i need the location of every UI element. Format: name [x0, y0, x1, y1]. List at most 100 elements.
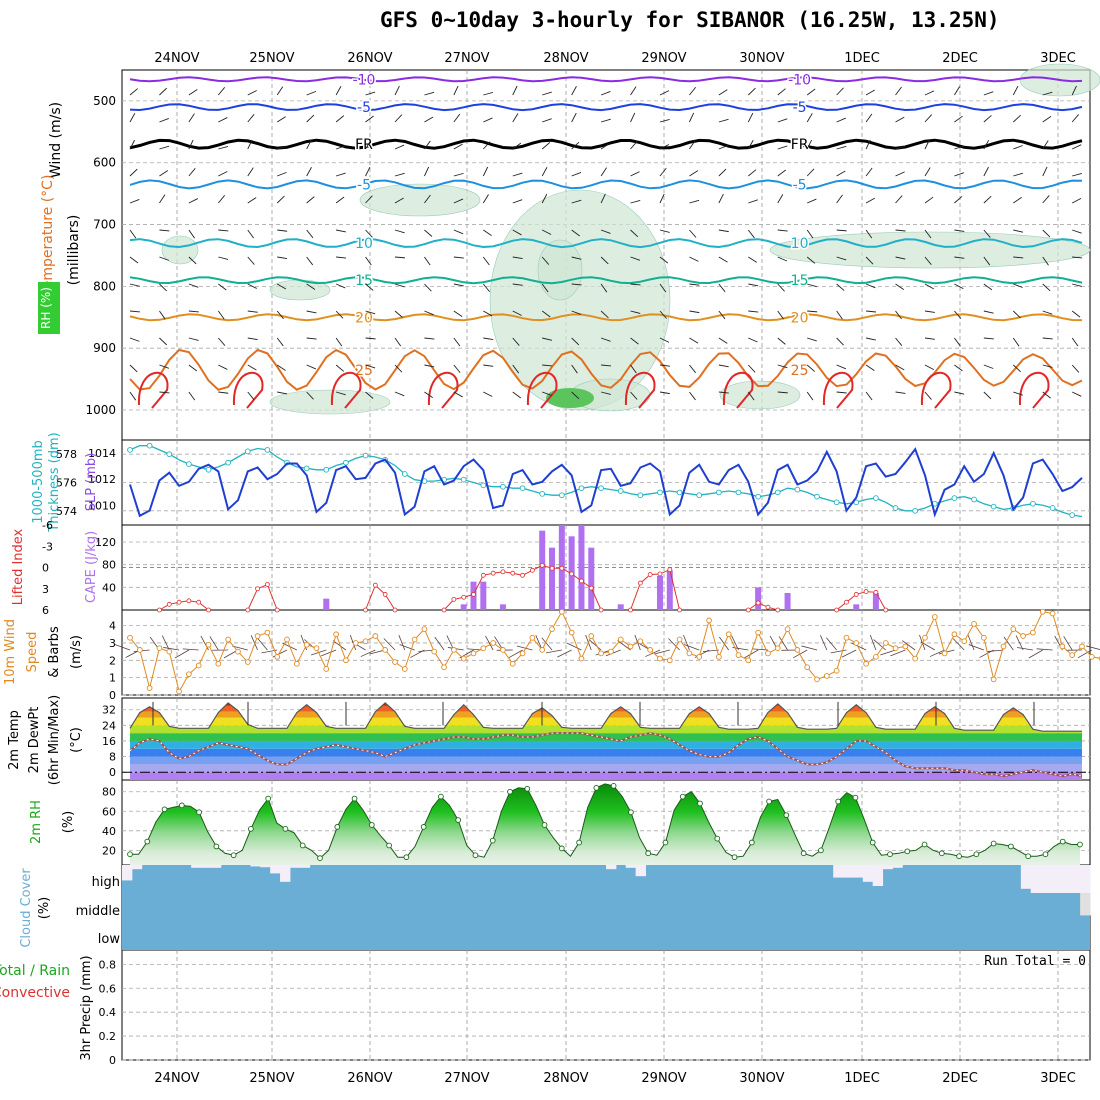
wind-barb: [806, 168, 815, 177]
wind-tick-label: 1: [109, 672, 116, 685]
wind-speed-line-point: [372, 633, 379, 639]
wind-speed-line-point: [617, 636, 624, 643]
wind-barb: [571, 283, 582, 286]
wind-barb: [542, 91, 552, 96]
wind-barb: [159, 117, 169, 123]
wind-barb: [159, 256, 170, 261]
wind-barb: [336, 256, 347, 259]
thickness-line-point: [657, 489, 663, 496]
thickness-line-point: [951, 495, 958, 501]
wind-barb-sfc: [668, 638, 680, 651]
thickness-line-point: [303, 465, 310, 472]
wind-barb: [895, 256, 906, 260]
wind-barb: [512, 229, 522, 236]
slp-tick-label: 1014: [88, 447, 116, 460]
wind-barb: [1072, 172, 1082, 177]
wind-barb: [689, 337, 699, 344]
wind-barb: [129, 88, 138, 96]
wind-barb-sfc: [541, 637, 553, 651]
wind-barb: [336, 229, 347, 233]
wind-barb-sfc: [209, 636, 219, 651]
rh-point: [1059, 838, 1066, 845]
cloud-high-bar: [1070, 865, 1081, 893]
thickness-line-point: [460, 476, 467, 483]
temp-tick-label: 24: [102, 719, 116, 732]
wind-barb: [512, 172, 523, 177]
wind-barb: [277, 229, 288, 232]
rh-point: [507, 788, 513, 795]
wind-speed-line-point: [352, 640, 359, 646]
wind-barb: [424, 337, 435, 340]
cloud-high-label: high: [92, 875, 120, 890]
li-point: [382, 592, 388, 597]
li-point: [255, 586, 260, 592]
wind-barb: [483, 364, 494, 367]
isotherm-line: [129, 179, 1083, 190]
li-point: [775, 607, 781, 613]
wind-barb: [188, 256, 197, 265]
wind-barb: [659, 90, 670, 96]
wind-barb-sfc: [1017, 647, 1033, 651]
cloud-high-bar: [299, 865, 311, 868]
rh-point: [213, 843, 220, 850]
temp-axis-label-3: (6hr Min/Max): [47, 695, 62, 785]
wind-barb-sfc: [731, 635, 739, 651]
precip-tick-label: 0.2: [99, 1030, 117, 1043]
wind-speed-line-point: [774, 645, 781, 652]
wind-barb: [777, 283, 785, 292]
wind-barb: [394, 114, 403, 123]
isotherm-line: [129, 348, 1083, 391]
wind-barb: [865, 139, 871, 150]
wind-barb: [453, 172, 464, 177]
wind-barb: [1013, 145, 1023, 150]
thickness-line-point: [244, 448, 251, 455]
wind-barb: [335, 337, 343, 347]
wind-barb: [895, 310, 902, 320]
wind-barb: [571, 364, 578, 374]
wind-barb: [718, 89, 728, 96]
wind-barb: [954, 310, 962, 319]
thickness-line-point: [323, 466, 330, 473]
wind-barb: [895, 229, 906, 232]
isotherm-30-loop: [624, 371, 656, 409]
thickness-line-point: [774, 489, 781, 496]
date-label-bottom: 24NOV: [154, 1071, 199, 1086]
wind-speed-line-point: [657, 655, 663, 662]
wind-barb: [689, 199, 700, 204]
cloud-background: [122, 865, 1090, 950]
rh-point: [697, 800, 703, 807]
wind-barb: [365, 140, 372, 150]
rh-point: [731, 854, 738, 861]
rh-point: [956, 853, 962, 860]
rh-point: [679, 793, 686, 800]
wind-barb: [836, 117, 847, 123]
thickness-line-point: [735, 489, 742, 496]
isotherm-label: -10: [788, 72, 811, 88]
wind-barb: [1013, 256, 1024, 259]
precip-axis-label: 3hr Precip (mm): [79, 955, 94, 1060]
wind-barb: [659, 229, 670, 233]
wind-barb: [689, 86, 697, 96]
wind-barb: [453, 364, 461, 374]
wind-barb: [188, 229, 195, 239]
wind-barb: [895, 195, 903, 204]
wind-barb: [630, 86, 637, 96]
wind-barb: [600, 193, 606, 204]
li-point: [392, 607, 398, 613]
wind-speed-line-point: [539, 647, 546, 653]
thickness-line-point: [186, 461, 192, 467]
cape-bar: [539, 530, 546, 610]
wind-barb: [306, 139, 312, 150]
isotherm-30-loop: [137, 371, 169, 409]
li-point: [490, 570, 496, 576]
isotherm-line: [129, 138, 1083, 150]
wind-barb: [807, 283, 817, 288]
wind-barb: [600, 91, 611, 96]
wind-barb-sfc: [778, 636, 788, 651]
cloud-high-bar: [862, 865, 874, 882]
wind-barb: [747, 112, 754, 123]
wind-barb: [571, 337, 580, 346]
wind-barb: [689, 229, 697, 238]
